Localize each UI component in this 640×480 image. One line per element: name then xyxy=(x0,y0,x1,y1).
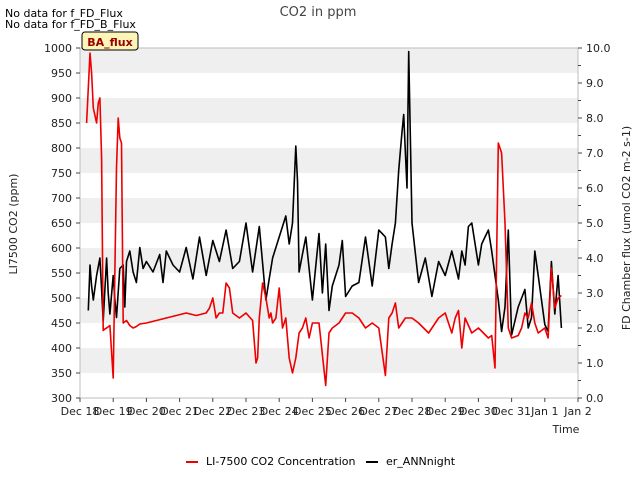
badge-label: BA_flux xyxy=(87,36,132,49)
right-tick-label: 5.0 xyxy=(586,217,604,230)
left-tick-label: 1000 xyxy=(44,42,72,55)
right-axis: 0.0 1.0 2.0 3.0 4.0 5.0 6.0 7.0 8.0 9.0 10.0 xyxy=(578,42,611,405)
left-tick-label: 450 xyxy=(51,317,72,330)
x-tick-label: Dec 26 xyxy=(326,405,365,418)
badge: BA_flux xyxy=(81,31,139,51)
right-tick-label: 4.0 xyxy=(586,252,604,265)
flux-series-group xyxy=(87,50,563,336)
left-tick-label: 300 xyxy=(51,392,72,405)
left-tick-label: 950 xyxy=(51,67,72,80)
x-tick-label: Dec 23 xyxy=(227,405,266,418)
x-tick-label: Dec 18 xyxy=(61,405,100,418)
right-axis-label: FD Chamber flux (umol CO2 m-2 s-1) xyxy=(620,126,633,330)
right-tick-label: 6.0 xyxy=(586,182,604,195)
badge-box xyxy=(81,31,139,51)
x-tick-label: Dec 27 xyxy=(359,405,398,418)
x-axis-label: Time xyxy=(552,423,580,436)
legend: LI-7500 CO2 Concentration er_ANNnight xyxy=(186,455,456,468)
x-tick-label: Dec 30 xyxy=(459,405,498,418)
left-tick-label: 350 xyxy=(51,367,72,380)
x-tick-label: Jan 2 xyxy=(563,405,591,418)
grid-band xyxy=(80,248,578,273)
grid-band xyxy=(80,348,578,373)
left-axis: 300 350 400 450 500 550 600 650 700 750 800 850 900 9… xyxy=(44,42,80,405)
right-tick-label: 1.0 xyxy=(586,357,604,370)
x-tick-label: Dec 21 xyxy=(160,405,199,418)
right-tick-label: 3.0 xyxy=(586,287,604,300)
left-tick-label: 900 xyxy=(51,92,72,105)
right-tick-label: 0.0 xyxy=(586,392,604,405)
x-tick-label: Dec 19 xyxy=(94,405,133,418)
right-tick-label: 8.0 xyxy=(586,112,604,125)
left-tick-label: 650 xyxy=(51,217,72,230)
grid-band xyxy=(80,98,578,123)
left-tick-label: 750 xyxy=(51,167,72,180)
grid-band xyxy=(80,198,578,223)
x-tick-label: Dec 28 xyxy=(393,405,432,418)
right-tick-label: 10.0 xyxy=(586,42,611,55)
x-tick-label: Jan 1 xyxy=(530,405,558,418)
co2-series-group xyxy=(85,52,562,387)
x-tick-label: Dec 29 xyxy=(426,405,465,418)
co2-series-line xyxy=(85,52,562,387)
x-tick-label: Dec 24 xyxy=(260,405,299,418)
right-tick-label: 2.0 xyxy=(586,322,604,335)
x-tick-label: Dec 20 xyxy=(127,405,166,418)
no-data-notice-fd-b-flux: No data for f_FD_B_Flux xyxy=(5,18,136,31)
left-tick-label: 400 xyxy=(51,342,72,355)
left-tick-label: 800 xyxy=(51,142,72,155)
x-tick-label: Dec 31 xyxy=(492,405,531,418)
flux-series-line xyxy=(87,50,563,336)
left-tick-label: 550 xyxy=(51,267,72,280)
legend-label-co2: LI-7500 CO2 Concentration xyxy=(206,455,356,468)
grid-band xyxy=(80,48,578,73)
left-tick-label: 600 xyxy=(51,242,72,255)
left-tick-label: 500 xyxy=(51,292,72,305)
left-tick-label: 850 xyxy=(51,117,72,130)
legend-label-flux: er_ANNnight xyxy=(386,455,456,468)
grid-bands xyxy=(80,48,578,373)
right-tick-label: 9.0 xyxy=(586,77,604,90)
x-tick-label: Dec 25 xyxy=(293,405,332,418)
grid-band xyxy=(80,148,578,173)
x-tick-label: Dec 22 xyxy=(193,405,232,418)
chart-title: CO2 in ppm xyxy=(280,5,357,20)
no-data-notice-fd-flux: No data for f_FD_Flux xyxy=(5,7,123,20)
left-axis-label: LI7500 CO2 (ppm) xyxy=(7,174,20,275)
right-tick-label: 7.0 xyxy=(586,147,604,160)
left-tick-label: 700 xyxy=(51,192,72,205)
